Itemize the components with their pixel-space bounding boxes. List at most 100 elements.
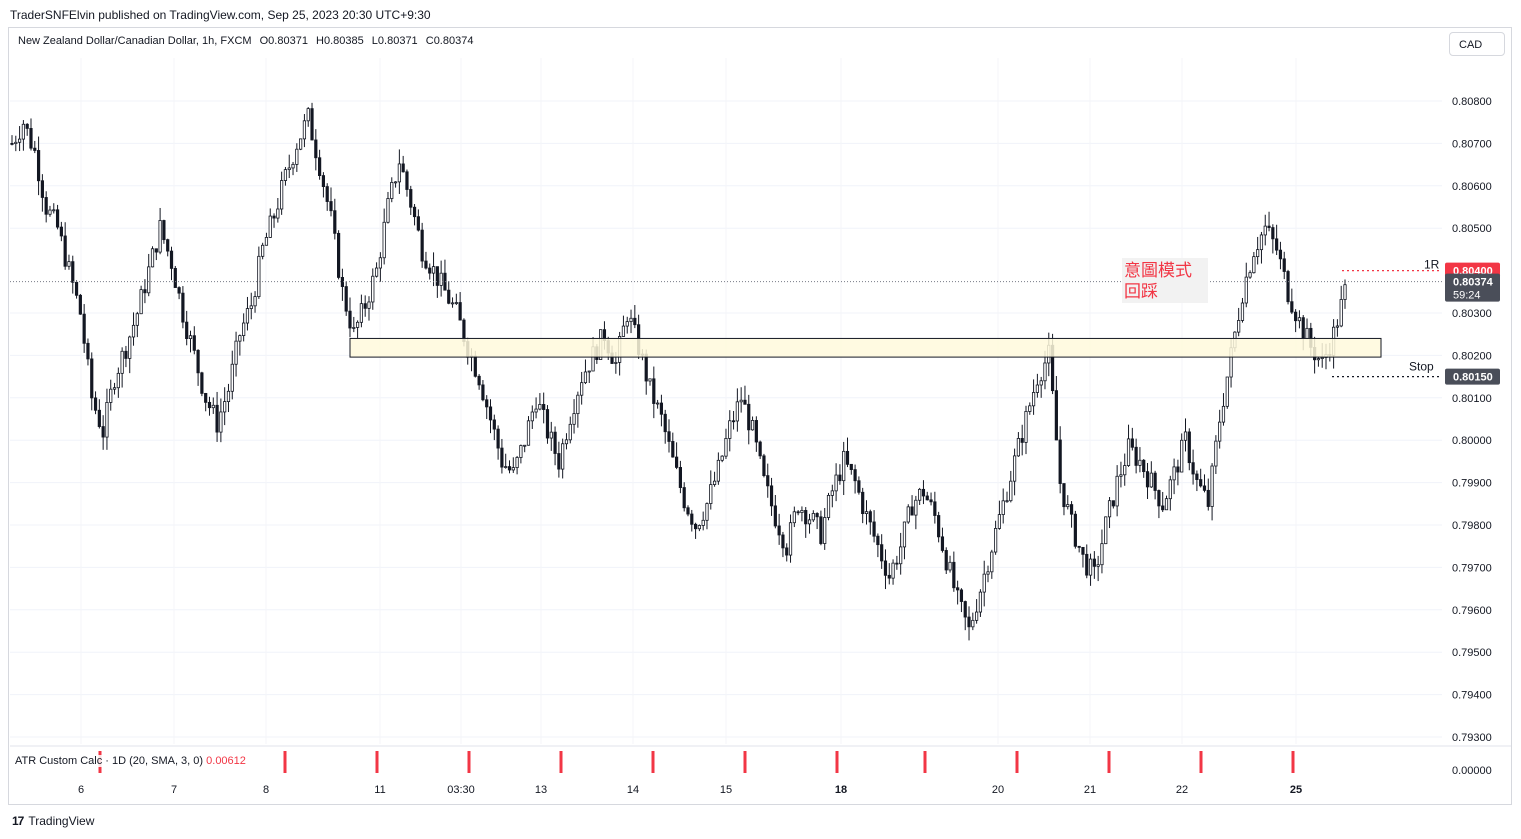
candle-body xyxy=(314,139,318,159)
candle-body xyxy=(1267,225,1271,228)
candle-body xyxy=(1028,405,1032,412)
candle-body xyxy=(1168,479,1172,500)
candle-body xyxy=(895,562,899,565)
candle-body xyxy=(1058,439,1062,484)
candle-body xyxy=(329,201,333,212)
candle-body xyxy=(705,503,709,521)
candle-body xyxy=(321,175,326,187)
candle-body xyxy=(1259,234,1264,251)
candle-body xyxy=(743,399,747,405)
candle-body xyxy=(807,519,812,525)
candle-body xyxy=(671,441,675,458)
candle-body xyxy=(1256,249,1260,258)
stop-price-tag xyxy=(1445,368,1500,385)
candle-body xyxy=(116,372,120,389)
candle-body xyxy=(1244,276,1248,304)
candle-body xyxy=(166,239,170,252)
atr-bar xyxy=(283,751,287,773)
candle-body xyxy=(621,325,626,337)
candle-body xyxy=(1225,376,1229,407)
atr-bars xyxy=(98,751,1295,773)
candle-body xyxy=(63,235,67,267)
candle-body xyxy=(1039,380,1043,386)
candle-body xyxy=(318,157,322,176)
candle-body xyxy=(139,289,143,315)
candle-body xyxy=(982,573,986,593)
candle-body xyxy=(944,550,948,571)
y-tick-label: 0.79700 xyxy=(1452,562,1492,574)
tradingview-logo[interactable]: 17 TradingView xyxy=(12,814,94,828)
candle-body xyxy=(1218,421,1222,442)
candle-body xyxy=(169,250,174,269)
candle-body xyxy=(230,363,234,392)
candle-body xyxy=(1043,362,1047,382)
candle-body xyxy=(280,180,284,210)
candle-body xyxy=(1176,466,1180,473)
candle-body xyxy=(614,361,618,364)
candle-body xyxy=(439,272,443,286)
candle-body xyxy=(120,350,124,374)
candle-body xyxy=(390,181,394,199)
candle-body xyxy=(545,409,550,439)
candle-body xyxy=(1031,392,1036,407)
candle-body xyxy=(868,511,872,523)
candle-body xyxy=(826,495,831,518)
candle-body xyxy=(557,453,561,470)
candle-body xyxy=(44,197,48,215)
candle-body xyxy=(1009,480,1013,502)
candle-body xyxy=(1024,411,1028,443)
candle-body xyxy=(1221,405,1226,423)
candle-body xyxy=(864,511,869,515)
candle-body xyxy=(978,591,983,613)
candle-body xyxy=(378,257,382,269)
candle-body xyxy=(257,255,261,298)
stop-price-tag-text: 0.80150 xyxy=(1453,372,1493,384)
candle-body xyxy=(910,506,914,516)
candle-body xyxy=(477,375,481,386)
candle-body xyxy=(374,267,379,277)
candle-body xyxy=(1016,438,1020,457)
candle-body xyxy=(268,215,272,238)
candle-body xyxy=(109,388,113,403)
candle-body xyxy=(371,275,375,303)
candle-body xyxy=(891,562,895,579)
candle-body xyxy=(287,167,291,171)
candle-body xyxy=(496,428,500,449)
candle-body xyxy=(777,525,781,536)
candle-body xyxy=(1297,317,1302,322)
candle-body xyxy=(105,402,109,438)
candle-body xyxy=(1145,471,1150,488)
candle-body xyxy=(1157,490,1161,507)
last-price-tag-text: 0.80374 xyxy=(1453,277,1494,289)
symbol-name[interactable]: New Zealand Dollar/Canadian Dollar, 1h, … xyxy=(18,35,252,47)
candle-body xyxy=(956,587,960,591)
candle-body xyxy=(238,335,242,342)
candle-body xyxy=(663,413,667,433)
candle-body xyxy=(720,455,724,461)
candle-body xyxy=(530,411,534,422)
candle-body xyxy=(792,511,796,524)
candle-body xyxy=(150,248,155,268)
candle-body xyxy=(568,423,572,441)
candle-body xyxy=(880,544,884,562)
candle-body xyxy=(177,287,181,294)
currency-button[interactable]: CAD xyxy=(1449,32,1505,56)
y-tick-label: 0.80100 xyxy=(1452,393,1492,405)
x-tick-label: 7 xyxy=(171,784,177,796)
candle-body xyxy=(1130,438,1134,448)
candle-body xyxy=(507,466,512,471)
candle-body xyxy=(1153,472,1157,491)
atr-legend[interactable]: ATR Custom Calc · 1D (20, SMA, 3, 0) 0.0… xyxy=(12,755,249,767)
candle-body xyxy=(937,515,941,538)
y-tick-label: 0.80600 xyxy=(1452,181,1492,193)
chart-frame xyxy=(8,27,1512,805)
atr-value: 0.00612 xyxy=(206,755,246,767)
candle-body xyxy=(1335,325,1340,328)
candle-body xyxy=(52,209,56,212)
candle-body xyxy=(819,516,823,544)
candle-body xyxy=(188,335,193,339)
candle-body xyxy=(1104,516,1108,545)
candle-body xyxy=(811,513,815,521)
candle-body xyxy=(74,281,79,296)
